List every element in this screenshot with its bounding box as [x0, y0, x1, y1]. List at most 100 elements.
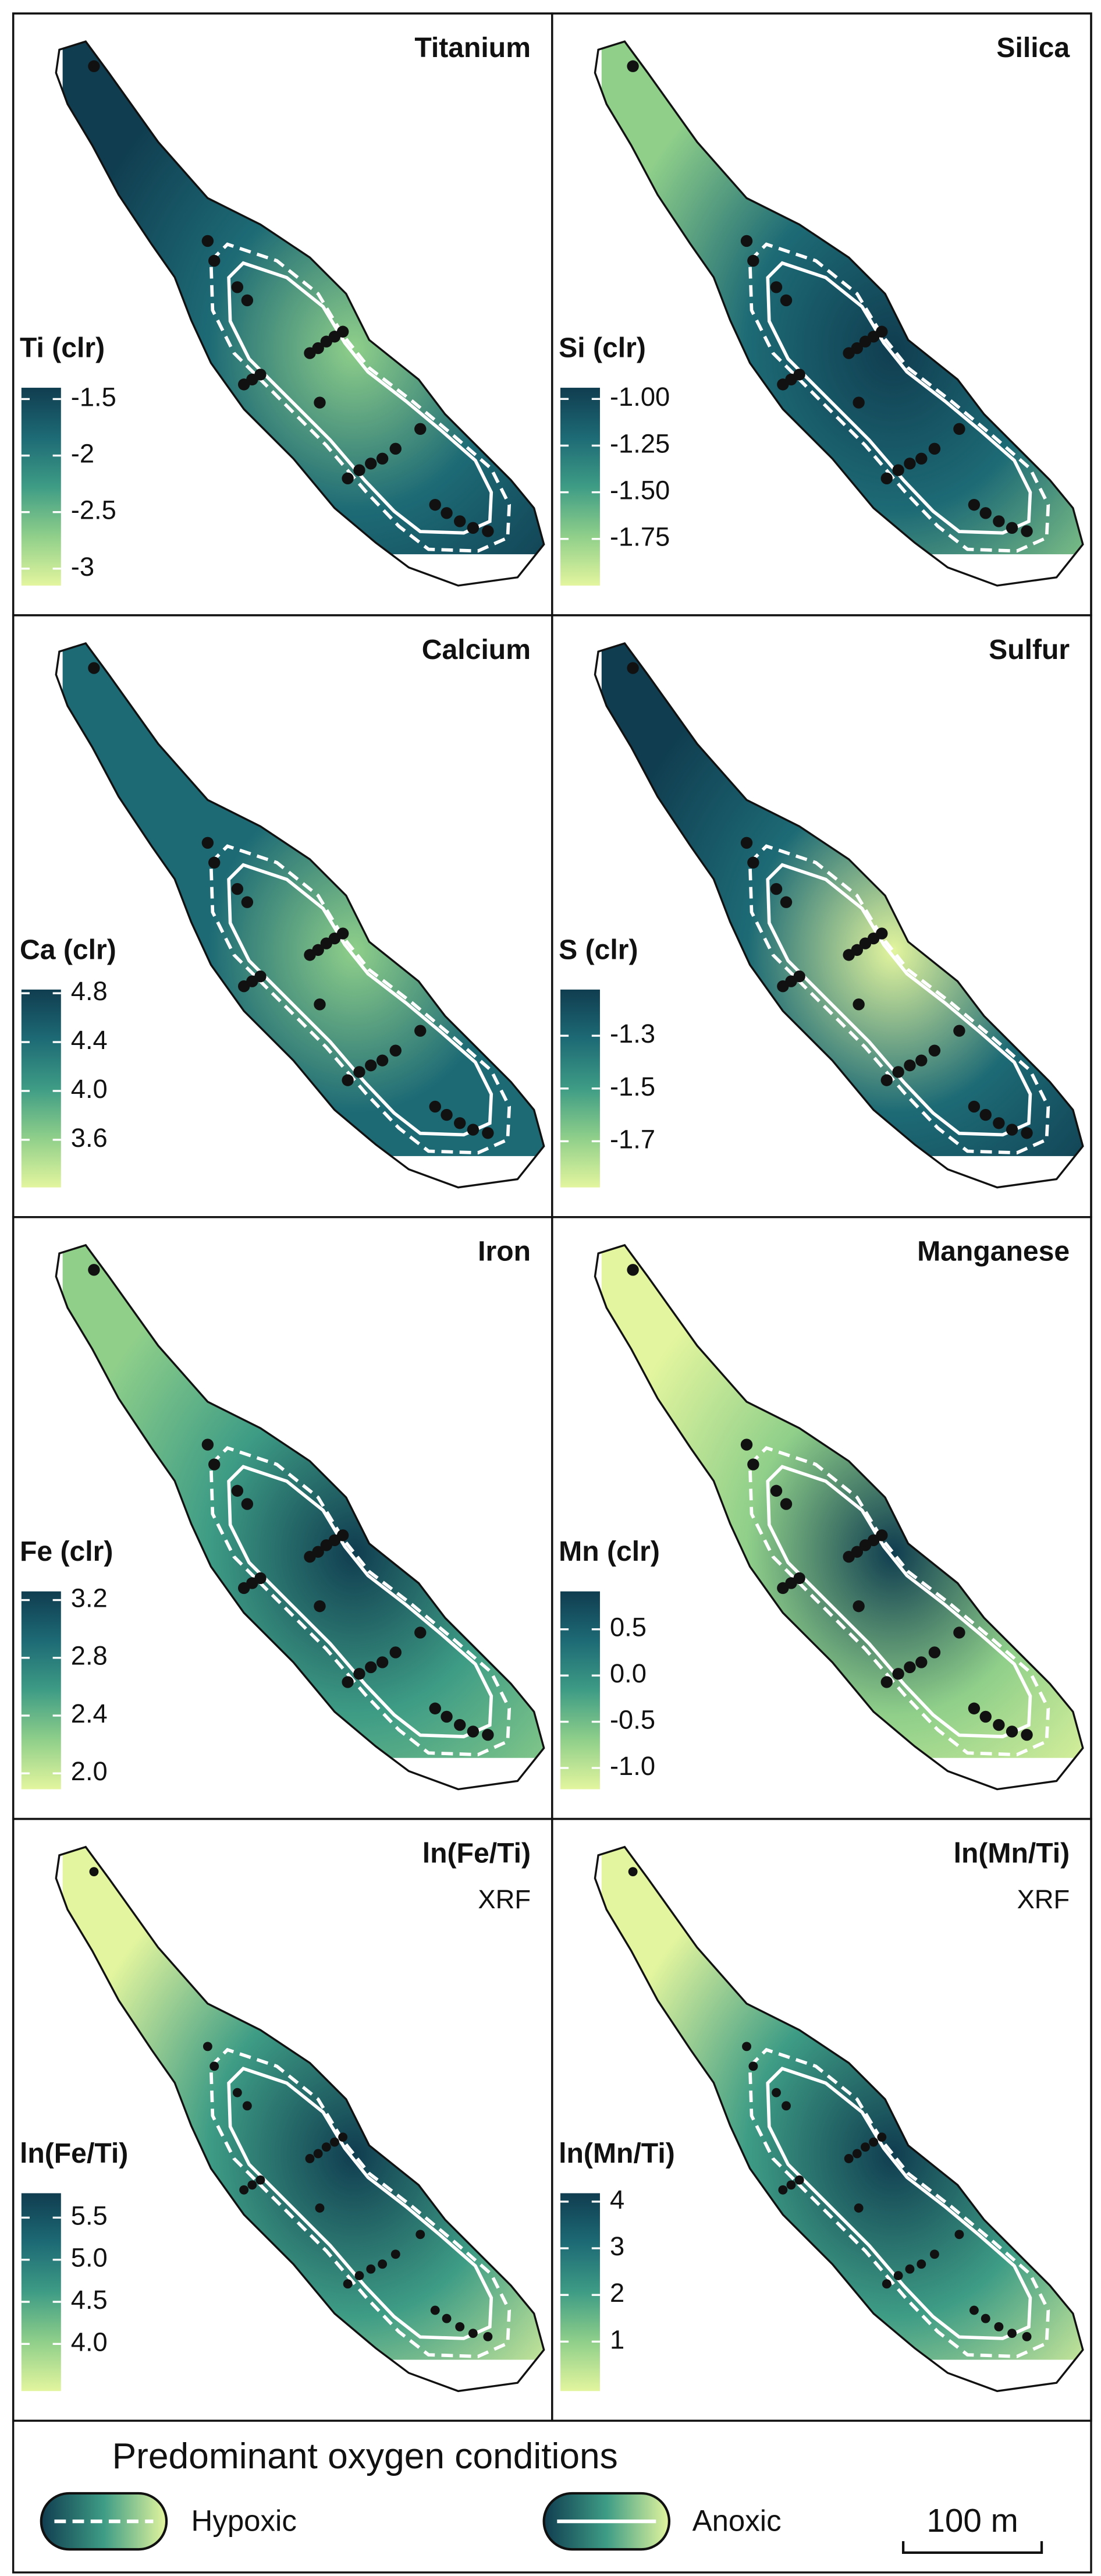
sample-point — [1022, 2331, 1032, 2341]
legend-title: S (clr) — [559, 934, 638, 965]
sample-point — [876, 1529, 888, 1542]
sample-point — [853, 998, 865, 1011]
sample-point — [627, 662, 639, 674]
sample-point — [441, 1108, 453, 1121]
colorbar-tick-label: -1.00 — [610, 382, 670, 412]
hypoxic-contour — [209, 1445, 512, 1756]
colorbar-tick-label: 0.0 — [610, 1659, 647, 1688]
sample-point — [201, 235, 214, 247]
oxygen-legend-title: Predominant oxygen conditions — [112, 2436, 618, 2476]
sample-point — [389, 1044, 402, 1057]
sample-point — [853, 396, 865, 409]
sample-point — [770, 281, 783, 293]
sample-point — [468, 2329, 478, 2338]
colorbar-tick-label: -1.7 — [610, 1124, 655, 1154]
sample-point — [342, 1074, 354, 1086]
sample-point — [747, 254, 759, 267]
sample-point — [312, 1546, 324, 1558]
sample-point — [770, 1484, 783, 1497]
sample-point — [389, 1646, 402, 1659]
sample-point — [430, 2305, 440, 2315]
sample-point — [241, 896, 254, 908]
hypoxic-contour — [209, 2047, 512, 2358]
sample-point — [414, 423, 427, 435]
sample-point — [782, 2101, 791, 2111]
hypoxic-contour — [748, 844, 1050, 1155]
sample-point — [979, 1108, 992, 1121]
sample-point — [353, 1066, 365, 1078]
panel-title: Titanium — [414, 32, 531, 63]
sample-point — [905, 2264, 915, 2274]
sample-point — [877, 2132, 887, 2142]
anoxic-contour — [227, 2067, 493, 2340]
anoxic-contour — [227, 261, 493, 535]
map-panel: Sulfur S (clr) -1.3 -1.5 -1.7 — [551, 614, 1092, 1218]
panels: Titanium Ti (clr) -1.5 -2 -2.5 -3 Silica Si (cl… — [12, 12, 1092, 2422]
sample-point — [414, 1025, 427, 1037]
panel-subtitle: XRF — [478, 1884, 531, 1914]
sample-point — [968, 1702, 981, 1714]
lake-outline — [594, 1845, 1084, 2393]
sample-point — [993, 1117, 1005, 1129]
sample-point — [365, 1661, 377, 1674]
colorbar-tick-label: 5.5 — [71, 2201, 108, 2230]
panel-title: Calcium — [422, 634, 531, 665]
panel-title: Manganese — [917, 1236, 1070, 1267]
sample-point — [390, 2249, 400, 2259]
hypoxic-contour — [748, 1445, 1050, 1756]
sample-point — [88, 60, 100, 72]
legend-title: Ca (clr) — [20, 934, 116, 965]
sample-point — [209, 2061, 219, 2071]
colorbar — [560, 2193, 600, 2391]
sample-point — [312, 342, 324, 355]
hypoxic-contour — [748, 2047, 1050, 2358]
legend-title: ln(Mn/Ti) — [559, 2138, 675, 2169]
sample-point — [1006, 1124, 1018, 1136]
sample-point — [239, 2185, 249, 2195]
sample-point — [88, 662, 100, 674]
sample-point — [429, 1100, 441, 1113]
scale-bar-label: 100 m — [926, 2503, 1018, 2539]
sample-point — [482, 1728, 494, 1741]
sample-point — [928, 442, 941, 455]
panel-title: ln(Fe/Ti) — [422, 1838, 531, 1869]
sample-point — [893, 2271, 903, 2280]
sample-point — [793, 368, 805, 381]
panel-title: ln(Mn/Ti) — [954, 1838, 1070, 1869]
sample-point — [414, 1627, 427, 1639]
sample-point — [208, 856, 221, 869]
sample-point — [993, 1718, 1005, 1731]
legend-title: Mn (clr) — [559, 1536, 660, 1567]
sample-point — [740, 1438, 753, 1451]
sample-point — [930, 2249, 939, 2259]
sample-point — [482, 1127, 494, 1139]
colorbar — [21, 1591, 61, 1790]
sample-point — [1021, 525, 1033, 537]
legend-title: Fe (clr) — [20, 1536, 113, 1567]
sample-point — [378, 2259, 388, 2269]
sample-point — [241, 294, 254, 307]
sample-point — [336, 1529, 349, 1542]
sample-point — [794, 2175, 804, 2185]
sample-point — [467, 1725, 480, 1738]
sample-point — [747, 1458, 759, 1471]
map-panel: Manganese Mn (clr) 0.5 0.0 -0.5 -1.0 — [551, 1216, 1092, 1820]
sample-point — [628, 1867, 638, 1877]
sample-point — [247, 2180, 257, 2190]
sample-point — [454, 1718, 466, 1731]
sample-point — [305, 2154, 315, 2163]
sample-point — [880, 1074, 893, 1086]
sample-point — [892, 1668, 904, 1680]
lake-outline — [55, 642, 545, 1189]
sample-point — [748, 2061, 758, 2071]
sample-point — [854, 2203, 864, 2213]
sample-point — [242, 2101, 252, 2111]
sample-point — [232, 2088, 242, 2097]
sample-point — [208, 1458, 221, 1471]
colorbar-tick-label: 1 — [610, 2325, 624, 2354]
colorbar-tick-label: 4.4 — [71, 1025, 108, 1055]
sample-point — [852, 2149, 862, 2159]
sample-point — [786, 2180, 796, 2190]
sample-point — [851, 944, 864, 956]
